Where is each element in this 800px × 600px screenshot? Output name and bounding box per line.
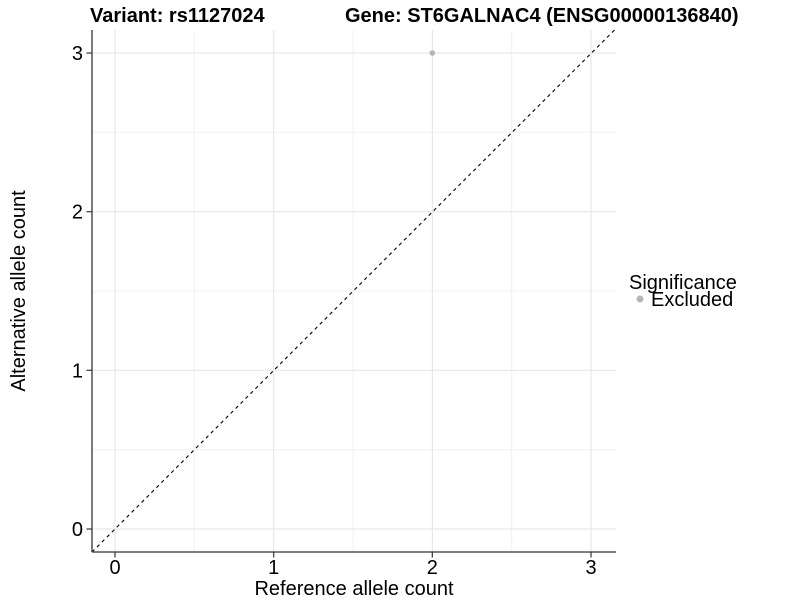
- data-point-excluded: [429, 50, 436, 56]
- grid-minor: [92, 30, 616, 552]
- y-tick-label-0: 0: [72, 519, 83, 541]
- y-tick-label-3: 3: [72, 43, 83, 65]
- legend: Significance Excluded: [629, 272, 737, 311]
- axis-lines: [91, 30, 616, 553]
- x-tick-label-0: 0: [109, 557, 120, 579]
- y-tick-label-1: 1: [72, 360, 83, 382]
- x-axis-tick-marks: [114, 552, 592, 558]
- x-tick-label-1: 1: [268, 557, 279, 579]
- legend-item-label-excluded: Excluded: [651, 289, 733, 311]
- legend-title: Significance: [629, 272, 737, 294]
- y-axis-tick-marks: [86, 52, 92, 530]
- y-axis-title: Alternative allele count: [8, 190, 30, 392]
- y-tick-label-2: 2: [72, 202, 83, 224]
- x-tick-label-2: 2: [427, 557, 438, 579]
- plot-title-gene: Gene: ST6GALNAC4 (ENSG00000136840): [345, 5, 739, 27]
- x-axis-title: Reference allele count: [254, 578, 453, 600]
- grid-major: [92, 30, 616, 552]
- legend-key-point-icon: [636, 295, 644, 303]
- plot-title-variant: Variant: rs1127024: [90, 5, 265, 27]
- x-tick-label-3: 3: [585, 557, 596, 579]
